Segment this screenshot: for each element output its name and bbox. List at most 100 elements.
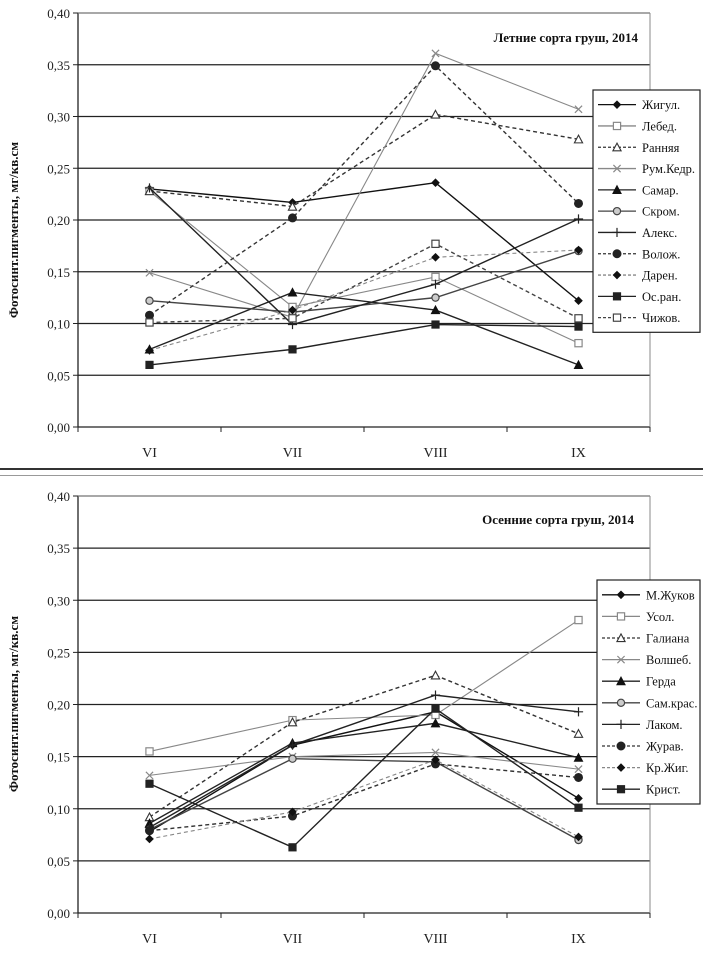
series-line	[149, 707, 579, 849]
data-point	[574, 615, 583, 625]
y-tick-label: 0,15	[47, 750, 70, 765]
panel-divider	[0, 468, 703, 470]
legend-label: Галиана	[646, 632, 690, 646]
series-3	[144, 670, 584, 822]
data-point	[145, 360, 154, 369]
data-point	[144, 183, 155, 193]
y-axis-label: Фотосинт.пигменты, мг/кв.см	[6, 142, 21, 318]
y-tick-label: 0,25	[47, 161, 70, 176]
legend-item: Алекс.	[598, 226, 677, 240]
series-4	[145, 748, 583, 780]
series-line	[149, 758, 579, 841]
axes: 0,00 0,05 0,10 0,15 0,20 0,25 0,30 0,35 0,40 VI VI…	[47, 6, 651, 461]
series-8	[145, 759, 583, 836]
x-tick-label: IX	[571, 446, 586, 461]
series-line	[149, 323, 579, 366]
series-line	[149, 759, 579, 840]
legend-marker-icon	[616, 698, 626, 707]
series-line	[149, 182, 579, 302]
data-point	[145, 826, 154, 836]
series-line	[149, 751, 579, 776]
data-point	[145, 834, 154, 844]
data-point	[574, 794, 583, 803]
data-point	[431, 293, 440, 302]
y-tick-label: 0,15	[47, 265, 70, 280]
data-point	[431, 252, 440, 262]
series-9	[145, 245, 583, 355]
series-line	[149, 694, 579, 829]
data-point	[574, 245, 583, 255]
legend-label: Чижов.	[642, 311, 680, 325]
y-tick-label: 0,05	[47, 368, 70, 383]
legend-marker-icon	[616, 612, 626, 621]
series-lines	[144, 49, 584, 369]
series-line	[149, 711, 579, 833]
chart-title: Осенние сорта груш, 2014	[482, 512, 634, 527]
legend-marker-icon	[616, 741, 626, 751]
data-point	[431, 748, 440, 757]
legend-marker-icon	[611, 141, 623, 152]
legend-label: Лаком.	[646, 718, 683, 732]
legend-label: Алекс.	[642, 226, 677, 240]
data-point	[430, 109, 441, 119]
legend-marker-icon	[612, 227, 622, 238]
data-point	[430, 670, 441, 680]
data-point	[431, 239, 440, 249]
series-line	[149, 763, 579, 832]
legend-label: Кр.Жиг.	[646, 761, 688, 775]
data-point	[145, 310, 154, 320]
data-point	[573, 752, 584, 762]
legend-item: Ос.ран.	[598, 290, 681, 304]
data-point	[574, 322, 583, 331]
legend-label: Самар.	[642, 183, 679, 197]
series-5	[144, 287, 584, 369]
x-tick-label: IX	[571, 932, 586, 947]
data-point	[288, 213, 297, 223]
data-point	[574, 765, 583, 774]
legend-marker-icon	[612, 121, 622, 131]
legend-label: Рум.Кедр.	[642, 162, 695, 176]
legend-marker-icon	[612, 249, 622, 259]
legend-label: Журав.	[646, 740, 684, 754]
legend-marker-icon	[616, 590, 626, 600]
legend-label: Ранняя	[642, 141, 680, 155]
legend-marker-icon	[612, 270, 622, 280]
legend-marker-icon	[612, 206, 622, 216]
data-point	[287, 716, 298, 727]
legend: М.Жуков Усол. Галиана Волшеб. Герда Сам.крас.…	[596, 579, 701, 805]
x-tick-label: VI	[142, 932, 157, 947]
y-tick-label: 0,10	[47, 317, 70, 332]
data-point	[145, 268, 154, 277]
data-point	[431, 755, 440, 765]
legend-item: Самар.	[598, 183, 679, 197]
data-point	[574, 314, 583, 323]
legend-marker-icon	[616, 763, 626, 772]
data-point	[145, 771, 154, 780]
legend-label: Усол.	[646, 610, 674, 624]
data-point	[430, 690, 441, 700]
data-point	[573, 728, 584, 738]
y-tick-label: 0,10	[47, 802, 70, 817]
data-point	[288, 345, 297, 354]
data-point	[430, 718, 441, 728]
legend-item: Крист.	[602, 783, 680, 797]
series-6	[145, 754, 583, 845]
y-tick-label: 0,00	[47, 906, 70, 921]
legend-marker-icon	[612, 100, 622, 109]
summer-pears-chart-panel: 0,00 0,05 0,10 0,15 0,20 0,25 0,30 0,35 0,40 VI VI…	[0, 0, 703, 470]
legend-marker-icon	[615, 632, 627, 643]
legend-item: Галиана	[602, 632, 690, 646]
data-point	[574, 296, 583, 306]
legend-item: Чижов.	[598, 311, 680, 325]
data-point	[287, 740, 298, 750]
legend-item: Усол.	[602, 610, 674, 624]
data-point	[288, 305, 297, 315]
autumn-pears-chart: 0,00 0,05 0,10 0,15 0,20 0,25 0,30 0,35 0,40 VI VI…	[6, 489, 701, 947]
data-point	[288, 843, 297, 852]
data-point	[431, 704, 440, 713]
data-point	[288, 807, 297, 817]
legend-item: Волшеб.	[602, 653, 691, 667]
gridlines	[78, 12, 650, 376]
data-point	[287, 287, 298, 297]
series-line	[149, 64, 579, 316]
